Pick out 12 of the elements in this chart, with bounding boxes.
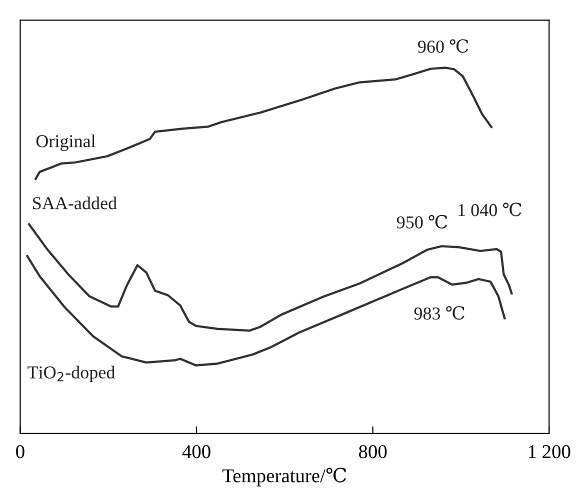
x-tick-label: 400 (182, 445, 210, 458)
x-tick-label: 0 (16, 445, 24, 458)
series-label: SAA-added (33, 196, 117, 210)
annotation: 960 ℃ (418, 39, 468, 53)
annotation: 950 ℃ (396, 214, 448, 229)
annotation: 1 040 ℃ (458, 202, 522, 216)
x-tick-label: 800 (358, 445, 387, 458)
annotation: 983 ℃ (414, 306, 464, 320)
series-label: Original (36, 134, 96, 151)
series-label: TiO$_{2}$-doped (28, 366, 115, 382)
x-axis-title: Temperature/℃ (222, 468, 346, 486)
x-tick-label: 1 200 (528, 445, 570, 458)
